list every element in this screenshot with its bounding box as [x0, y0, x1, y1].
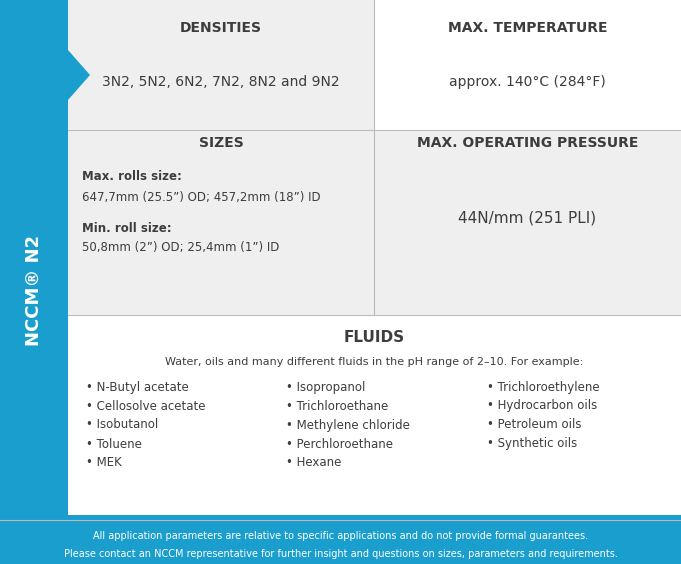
Bar	[0, 0, 68, 564]
Text: NCCM® N2: NCCM® N2	[25, 235, 43, 346]
Bar	[68, 315, 681, 520]
Text: Water, oils and many different fluids in the pH range of 2–10. For example:: Water, oils and many different fluids in…	[165, 357, 584, 367]
Bar	[68, 130, 374, 315]
Text: 647,7mm (25.5”) OD; 457,2mm (18”) ID: 647,7mm (25.5”) OD; 457,2mm (18”) ID	[82, 192, 321, 205]
Text: All application parameters are relative to specific applications and do not prov: All application parameters are relative …	[93, 531, 588, 541]
Text: MAX. OPERATING PRESSURE: MAX. OPERATING PRESSURE	[417, 136, 638, 150]
Text: • Hydrocarbon oils: • Hydrocarbon oils	[487, 399, 597, 412]
Text: Min. roll size:: Min. roll size:	[82, 222, 172, 235]
Bar	[0, 515, 681, 564]
Text: • Hexane: • Hexane	[286, 456, 342, 469]
Text: • N-Butyl acetate: • N-Butyl acetate	[86, 381, 189, 394]
Text: 3N2, 5N2, 6N2, 7N2, 8N2 and 9N2: 3N2, 5N2, 6N2, 7N2, 8N2 and 9N2	[102, 75, 340, 89]
Text: SIZES: SIZES	[199, 136, 243, 150]
Bar	[68, 0, 374, 130]
Text: • Isobutanol: • Isobutanol	[86, 418, 158, 431]
Text: DENSITIES: DENSITIES	[180, 21, 262, 35]
Text: • Trichloroethylene: • Trichloroethylene	[487, 381, 599, 394]
Text: Please contact an NCCM representative for further insight and questions on sizes: Please contact an NCCM representative fo…	[63, 549, 618, 559]
Text: MAX. TEMPERATURE: MAX. TEMPERATURE	[447, 21, 607, 35]
Bar	[374, 0, 681, 130]
Text: • Petroleum oils: • Petroleum oils	[487, 418, 581, 431]
Bar	[374, 130, 681, 315]
Text: • Perchloroethane: • Perchloroethane	[286, 438, 394, 451]
Text: • Methylene chloride: • Methylene chloride	[286, 418, 410, 431]
Text: • Toluene: • Toluene	[86, 438, 142, 451]
Text: • Trichloroethane: • Trichloroethane	[286, 399, 389, 412]
Text: 50,8mm (2”) OD; 25,4mm (1”) ID: 50,8mm (2”) OD; 25,4mm (1”) ID	[82, 241, 279, 254]
Text: 44N/mm (251 PLI): 44N/mm (251 PLI)	[458, 210, 597, 226]
Text: • Synthetic oils: • Synthetic oils	[487, 438, 577, 451]
Text: • MEK: • MEK	[86, 456, 122, 469]
Text: Max. rolls size:: Max. rolls size:	[82, 170, 182, 183]
Polygon shape	[0, 0, 90, 520]
Text: FLUIDS: FLUIDS	[344, 329, 405, 345]
Text: • Cellosolve acetate: • Cellosolve acetate	[86, 399, 206, 412]
Text: • Isopropanol: • Isopropanol	[286, 381, 366, 394]
Text: approx. 140°C (284°F): approx. 140°C (284°F)	[449, 75, 606, 89]
